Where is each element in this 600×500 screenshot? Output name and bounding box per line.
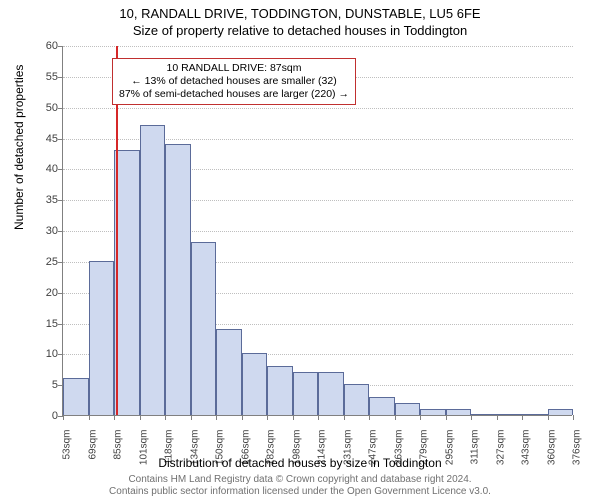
gridline bbox=[63, 46, 573, 47]
annotation-line2: ← 13% of detached houses are smaller (32… bbox=[119, 75, 349, 88]
y-tick-mark bbox=[58, 108, 63, 109]
x-tick-mark bbox=[573, 415, 574, 420]
x-tick-label: 118sqm bbox=[164, 430, 175, 480]
x-tick-label: 295sqm bbox=[444, 430, 455, 480]
y-tick-mark bbox=[58, 139, 63, 140]
histogram-bar bbox=[267, 366, 293, 415]
histogram-bar bbox=[497, 414, 523, 415]
x-tick-label: 101sqm bbox=[138, 430, 149, 480]
x-tick-mark bbox=[446, 415, 447, 420]
y-tick-mark bbox=[58, 354, 63, 355]
histogram-bar bbox=[446, 409, 472, 415]
annotation-line3: 87% of semi-detached houses are larger (… bbox=[119, 88, 349, 101]
x-tick-label: 53sqm bbox=[62, 430, 73, 480]
annotation-line1: 10 RANDALL DRIVE: 87sqm bbox=[119, 62, 349, 75]
histogram-bar bbox=[216, 329, 242, 415]
y-tick-mark bbox=[58, 169, 63, 170]
x-tick-mark bbox=[344, 415, 345, 420]
x-tick-label: 360sqm bbox=[546, 430, 557, 480]
x-tick-label: 182sqm bbox=[266, 430, 277, 480]
histogram-bar bbox=[318, 372, 344, 415]
histogram-bar bbox=[471, 414, 497, 415]
x-tick-mark bbox=[89, 415, 90, 420]
y-tick-label: 0 bbox=[18, 410, 58, 422]
x-tick-label: 134sqm bbox=[189, 430, 200, 480]
x-tick-label: 343sqm bbox=[521, 430, 532, 480]
y-tick-mark bbox=[58, 293, 63, 294]
histogram-bar bbox=[140, 125, 166, 415]
histogram-bar bbox=[242, 353, 268, 415]
x-tick-label: 311sqm bbox=[470, 430, 481, 480]
x-tick-mark bbox=[114, 415, 115, 420]
x-tick-label: 279sqm bbox=[419, 430, 430, 480]
x-tick-label: 263sqm bbox=[393, 430, 404, 480]
x-tick-label: 69sqm bbox=[87, 430, 98, 480]
x-tick-mark bbox=[548, 415, 549, 420]
x-tick-mark bbox=[471, 415, 472, 420]
y-tick-label: 45 bbox=[18, 133, 58, 145]
y-tick-label: 20 bbox=[18, 287, 58, 299]
x-tick-mark bbox=[63, 415, 64, 420]
x-axis-label: Distribution of detached houses by size … bbox=[0, 456, 600, 470]
histogram-bar bbox=[369, 397, 395, 416]
x-tick-label: 231sqm bbox=[342, 430, 353, 480]
histogram-bar bbox=[548, 409, 574, 415]
x-tick-label: 214sqm bbox=[317, 430, 328, 480]
histogram-bar bbox=[344, 384, 370, 415]
y-tick-mark bbox=[58, 200, 63, 201]
y-tick-label: 15 bbox=[18, 318, 58, 330]
y-tick-label: 50 bbox=[18, 102, 58, 114]
x-tick-mark bbox=[420, 415, 421, 420]
x-tick-mark bbox=[369, 415, 370, 420]
y-tick-mark bbox=[58, 262, 63, 263]
x-tick-mark bbox=[191, 415, 192, 420]
y-tick-label: 35 bbox=[18, 194, 58, 206]
y-tick-mark bbox=[58, 46, 63, 47]
x-tick-label: 150sqm bbox=[215, 430, 226, 480]
y-tick-label: 10 bbox=[18, 348, 58, 360]
x-tick-label: 247sqm bbox=[368, 430, 379, 480]
footer-line1: Contains HM Land Registry data © Crown c… bbox=[0, 474, 600, 486]
x-tick-mark bbox=[293, 415, 294, 420]
histogram-bar bbox=[420, 409, 446, 415]
x-tick-mark bbox=[267, 415, 268, 420]
y-tick-mark bbox=[58, 231, 63, 232]
x-tick-label: 327sqm bbox=[495, 430, 506, 480]
histogram-bar bbox=[89, 261, 115, 415]
x-tick-mark bbox=[165, 415, 166, 420]
x-tick-label: 376sqm bbox=[572, 430, 583, 480]
x-tick-label: 198sqm bbox=[291, 430, 302, 480]
x-tick-label: 85sqm bbox=[113, 430, 124, 480]
histogram-chart: 05101520253035404550556053sqm69sqm85sqm1… bbox=[62, 46, 572, 416]
y-tick-label: 55 bbox=[18, 71, 58, 83]
histogram-bar bbox=[395, 403, 421, 415]
y-tick-label: 60 bbox=[18, 40, 58, 52]
y-tick-mark bbox=[58, 77, 63, 78]
histogram-bar bbox=[293, 372, 319, 415]
y-tick-mark bbox=[58, 324, 63, 325]
x-tick-label: 166sqm bbox=[240, 430, 251, 480]
footer-line2: Contains public sector information licen… bbox=[0, 486, 600, 498]
footer-attribution: Contains HM Land Registry data © Crown c… bbox=[0, 474, 600, 498]
x-tick-mark bbox=[395, 415, 396, 420]
annotation-box: 10 RANDALL DRIVE: 87sqm ← 13% of detache… bbox=[112, 58, 356, 105]
x-tick-mark bbox=[216, 415, 217, 420]
chart-title-address: 10, RANDALL DRIVE, TODDINGTON, DUNSTABLE… bbox=[0, 0, 600, 21]
gridline bbox=[63, 108, 573, 109]
y-tick-label: 30 bbox=[18, 225, 58, 237]
x-tick-mark bbox=[318, 415, 319, 420]
x-tick-mark bbox=[522, 415, 523, 420]
y-tick-label: 40 bbox=[18, 163, 58, 175]
x-tick-mark bbox=[497, 415, 498, 420]
x-tick-mark bbox=[242, 415, 243, 420]
y-tick-label: 25 bbox=[18, 256, 58, 268]
histogram-bar bbox=[191, 242, 217, 415]
histogram-bar bbox=[165, 144, 191, 415]
chart-subtitle: Size of property relative to detached ho… bbox=[0, 21, 600, 38]
histogram-bar bbox=[63, 378, 89, 415]
histogram-bar bbox=[522, 414, 548, 415]
x-tick-mark bbox=[140, 415, 141, 420]
y-tick-label: 5 bbox=[18, 379, 58, 391]
